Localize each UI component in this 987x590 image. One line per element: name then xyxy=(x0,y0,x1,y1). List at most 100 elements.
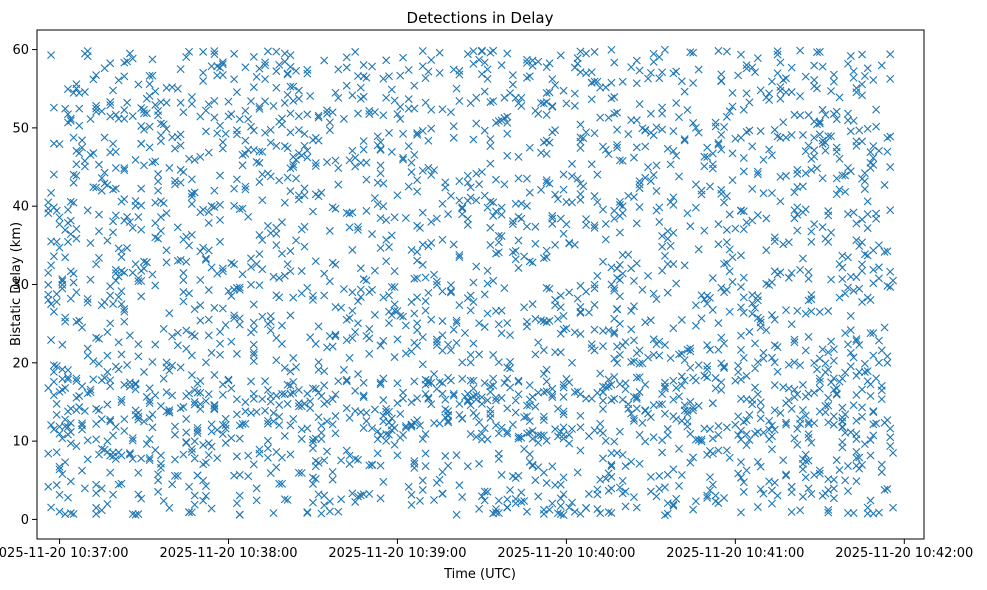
data-point xyxy=(218,390,227,399)
data-point xyxy=(117,350,126,359)
data-point xyxy=(399,153,408,162)
data-point xyxy=(190,491,199,500)
data-point xyxy=(503,49,512,58)
data-point xyxy=(565,238,574,247)
data-point xyxy=(263,453,272,462)
data-point xyxy=(855,284,864,293)
data-point xyxy=(354,297,362,306)
data-point xyxy=(480,322,489,331)
data-point xyxy=(134,468,143,477)
data-point xyxy=(275,60,284,69)
data-point xyxy=(686,458,695,467)
data-point xyxy=(537,431,546,440)
data-point xyxy=(753,358,762,367)
data-point xyxy=(813,164,821,173)
data-point xyxy=(691,123,700,132)
data-point xyxy=(621,379,630,388)
data-point xyxy=(407,158,416,167)
data-point xyxy=(342,53,351,62)
data-point xyxy=(455,97,464,105)
data-point xyxy=(317,188,326,197)
data-point xyxy=(829,77,838,86)
data-point xyxy=(863,367,872,376)
data-point xyxy=(542,88,551,97)
data-point xyxy=(72,224,81,233)
data-point xyxy=(728,149,737,158)
data-point xyxy=(413,247,422,256)
data-point xyxy=(672,383,681,392)
data-point xyxy=(218,304,227,313)
data-point xyxy=(660,483,669,492)
data-point xyxy=(272,47,281,56)
data-point xyxy=(632,393,641,402)
data-point xyxy=(72,160,81,169)
data-point xyxy=(728,278,737,287)
data-point xyxy=(610,214,619,223)
data-point xyxy=(373,200,382,209)
data-point xyxy=(286,421,295,430)
data-point xyxy=(446,108,455,117)
data-point xyxy=(773,47,782,56)
data-point xyxy=(311,462,320,471)
data-point xyxy=(272,334,281,342)
data-point xyxy=(604,375,613,384)
data-point xyxy=(294,402,303,411)
data-point xyxy=(818,491,827,500)
data-point xyxy=(303,508,312,517)
data-point xyxy=(649,350,658,359)
data-point xyxy=(49,377,58,386)
data-point xyxy=(78,143,87,152)
data-point xyxy=(818,174,827,183)
data-point xyxy=(289,293,298,302)
data-point xyxy=(52,399,61,408)
data-point xyxy=(843,253,852,262)
data-point xyxy=(556,51,565,60)
data-point xyxy=(466,306,475,315)
data-point xyxy=(294,86,303,95)
data-point xyxy=(86,388,95,397)
data-point xyxy=(714,421,723,430)
data-point xyxy=(83,389,92,398)
chart-title: Detections in Delay xyxy=(407,9,554,27)
data-point xyxy=(708,399,717,408)
data-point xyxy=(72,317,81,326)
data-point xyxy=(846,51,855,60)
data-point xyxy=(140,264,148,273)
data-point xyxy=(796,46,805,55)
data-point xyxy=(292,236,301,245)
data-point xyxy=(345,459,354,468)
data-point xyxy=(568,498,577,507)
data-point xyxy=(508,217,517,226)
data-point xyxy=(767,353,776,362)
data-point xyxy=(49,170,58,179)
data-point xyxy=(187,448,196,457)
data-point xyxy=(846,311,855,320)
data-point xyxy=(63,493,72,502)
data-point xyxy=(843,509,852,517)
data-point xyxy=(686,48,695,57)
data-point xyxy=(494,449,503,458)
data-point xyxy=(556,510,565,519)
data-point xyxy=(61,313,70,322)
data-point xyxy=(565,288,574,297)
data-point xyxy=(424,242,433,251)
data-point xyxy=(187,230,196,239)
data-point xyxy=(801,392,810,401)
data-point xyxy=(846,326,855,335)
data-point xyxy=(142,109,151,118)
data-point xyxy=(97,484,106,493)
data-point xyxy=(92,71,101,80)
data-point xyxy=(63,218,72,227)
data-point xyxy=(103,400,112,409)
data-point xyxy=(100,133,109,142)
data-point xyxy=(331,88,340,97)
data-point xyxy=(83,206,92,215)
data-point xyxy=(252,407,261,416)
data-point xyxy=(500,378,509,387)
data-point xyxy=(694,65,703,74)
data-point xyxy=(432,338,441,347)
data-point xyxy=(286,311,295,320)
data-point xyxy=(824,505,833,514)
data-point xyxy=(280,431,289,440)
x-tick-label: 2025-11-20 10:42:00 xyxy=(835,546,973,561)
